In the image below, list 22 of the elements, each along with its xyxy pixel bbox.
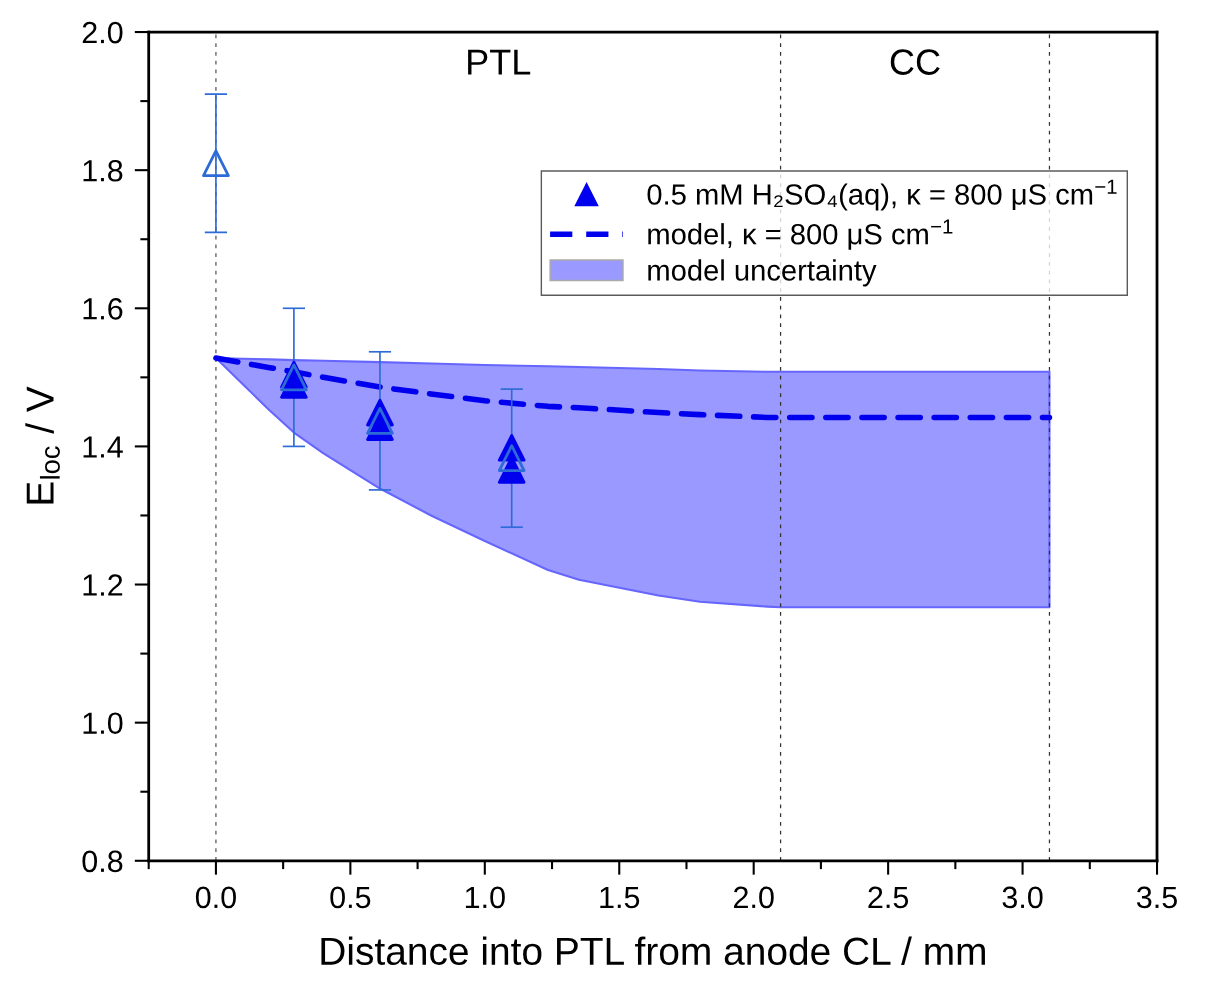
x-tick-label: 2.5	[868, 886, 909, 909]
y-tick-label: 1.2	[83, 574, 123, 596]
x-tick-label: 0.0	[195, 886, 236, 909]
annotation: PTL	[468, 49, 531, 75]
x-tick-label: 1.5	[600, 886, 640, 909]
x-tick-label: 1.0	[465, 886, 505, 909]
y-axis-title: E$_{loc}$ / V	[25, 386, 60, 504]
annotation: model uncertainty	[648, 259, 877, 287]
legend-label: 0.5 mM H₂SO₄(aq), κ = 800 μS cm$^{−1}$	[647, 179, 1117, 211]
y-tick-label: 2.0	[82, 21, 123, 44]
y-tick-label: 1.8	[83, 159, 123, 182]
x-axis-title: Distance into PTL from anode CL / mm	[321, 936, 985, 966]
y-tick-label: 1.0	[83, 712, 123, 735]
x-tick-label: 0.5	[330, 886, 371, 909]
y-tick-label: 1.4	[83, 436, 123, 458]
x-tick-label: 3.5	[1136, 886, 1177, 909]
legend-label: model, κ = 800 μS cm$^{−1}$	[648, 219, 953, 250]
annotation: CC	[890, 49, 940, 75]
y-tick-label: 0.8	[82, 850, 123, 873]
y-tick-label: 1.6	[83, 298, 123, 320]
x-tick-label: 3.0	[1002, 886, 1043, 909]
x-tick-label: 2.0	[733, 886, 774, 909]
